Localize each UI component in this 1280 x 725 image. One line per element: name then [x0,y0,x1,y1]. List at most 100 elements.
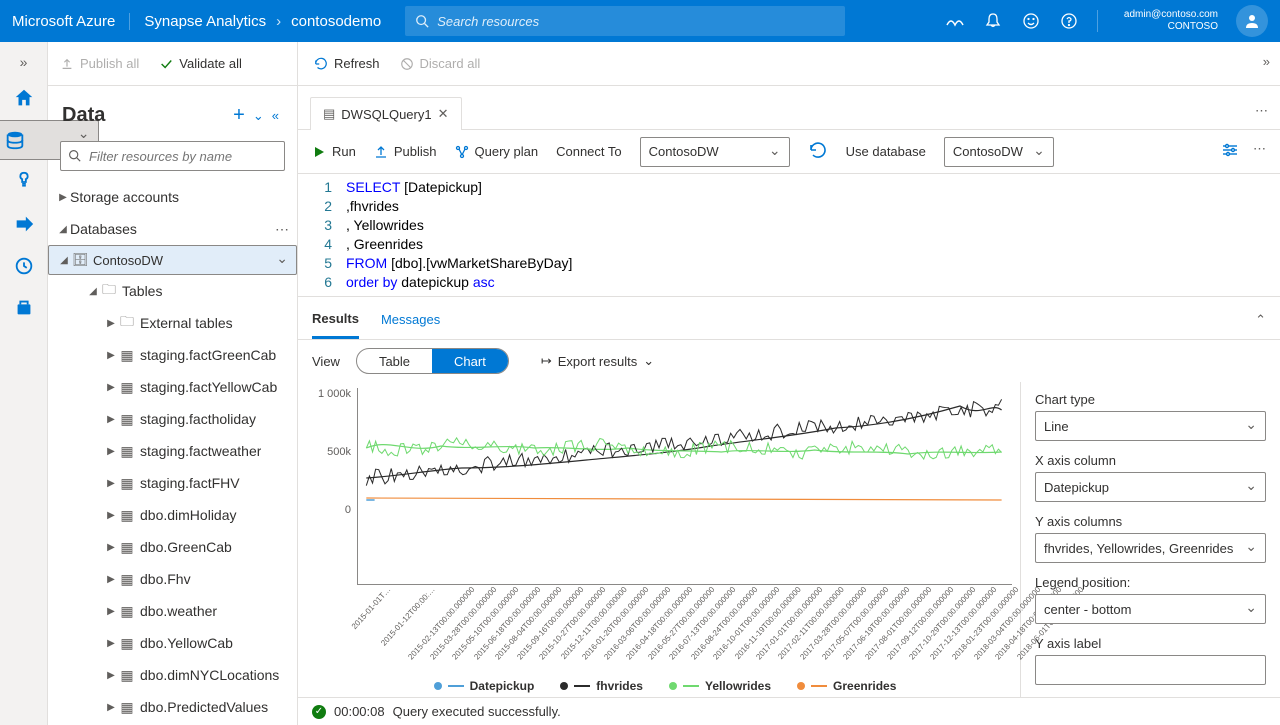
tree-table[interactable]: ▶▦dbo.PredictedValues [48,691,297,723]
query-toolbar: Run Publish Query plan Connect To Contos… [298,130,1280,174]
table-icon: ▦ [118,411,136,428]
close-icon[interactable]: ✕ [438,106,449,122]
y-col-select[interactable]: fhvrides, Yellowrides, Greenrides [1035,533,1266,563]
tree-table[interactable]: ▶▦dbo.weather [48,595,297,627]
tree-table[interactable]: ▶▦dbo.YellowCab [48,627,297,659]
table-icon: ▦ [118,699,136,716]
legend-pos-select[interactable]: center - bottom [1035,594,1266,624]
results-body: 1 000k 500k 0 2015-01-01T…2015-01-12T00:… [298,382,1280,697]
publish-all-button[interactable]: Publish all [60,56,139,71]
tree-table[interactable]: ▶▦staging.factGreenCab [48,339,297,371]
collapse-results-icon[interactable]: ⌃ [1255,312,1266,328]
tab-results[interactable]: Results [312,301,359,339]
breadcrumb: Synapse Analytics › contosodemo [130,13,395,30]
more-icon[interactable]: ⋯ [275,221,289,238]
nav-develop[interactable] [4,162,44,202]
table-icon: ▦ [118,475,136,492]
help-icon[interactable] [1059,11,1079,31]
collapse-right-icon[interactable]: » [1263,54,1270,69]
discard-all-button[interactable]: Discard all [400,56,481,71]
smile-icon[interactable] [1021,11,1041,31]
sql-icon: ▤ [323,106,335,122]
status-bar: ✓ 00:00:08 Query executed successfully. [298,697,1280,725]
query-plan-button[interactable]: Query plan [455,144,539,159]
connect-to-select[interactable]: ContosoDW [640,137,790,167]
tree-tables[interactable]: ◢🗀Tables [48,275,297,307]
tree-table[interactable]: ▶▦staging.factFHV [48,467,297,499]
table-icon: ▦ [118,539,136,556]
add-icon[interactable]: + [229,100,249,131]
tree-table[interactable]: ▶▦dbo.Fhv [48,563,297,595]
avatar[interactable] [1236,5,1268,37]
table-icon: ▦ [118,507,136,524]
y-axis-label-input[interactable] [1035,655,1266,685]
caret-right-icon: ▶ [104,510,118,521]
search-input[interactable] [405,6,845,36]
table-icon: ▦ [118,571,136,588]
status-message: Query executed successfully. [393,704,561,719]
connect-to-label: Connect To [556,144,622,159]
breadcrumb-item[interactable]: Synapse Analytics [144,13,266,30]
breadcrumb-item[interactable]: contosodemo [291,13,381,30]
nav-monitor[interactable] [4,246,44,286]
more-icon[interactable]: ⋯ [1253,141,1266,162]
use-db-select[interactable]: ContosoDW [944,137,1054,167]
status-time: 00:00:08 [334,704,385,719]
tree-ext[interactable]: ▶🗀External tables [48,307,297,339]
chart-plot[interactable] [357,388,1012,585]
tab-messages[interactable]: Messages [381,302,440,337]
sidebar: Publish all Validate all Data + ⌄ « ▶Sto… [48,42,298,725]
query-settings: ⋯ [1221,141,1266,162]
results-pane: Results Messages ⌃ View Table Chart ↦ Ex… [298,300,1280,725]
x-col-label: X axis column [1035,453,1266,468]
user-info[interactable]: admin@contoso.com CONTOSO [1124,9,1218,33]
bell-icon[interactable] [983,11,1003,31]
caret-right-icon: ▶ [104,542,118,553]
tree-table[interactable]: ▶▦dbo.GreenCab [48,531,297,563]
search-icon [415,14,429,31]
tree-table[interactable]: ▶▦dbo.dimNYCLocations [48,659,297,691]
tree-databases[interactable]: ◢Databases⋯ [48,213,297,245]
tree-table[interactable]: ▶▦staging.factweather [48,435,297,467]
run-button[interactable]: Run [312,144,356,159]
brand[interactable]: Microsoft Azure [12,13,130,30]
x-axis: 2015-01-01T…2015-01-12T00:00:…2015-02-13… [318,585,1012,675]
tree: ▶Storage accounts ◢Databases⋯ ◢🗄ContosoD… [48,181,297,725]
filter-input[interactable] [60,141,285,171]
nav-home[interactable] [4,78,44,118]
validate-all-button[interactable]: Validate all [159,56,242,71]
top-toolbar-right: Refresh Discard all [298,42,1280,86]
tab-more-icon[interactable]: ⋯ [1255,103,1268,129]
use-db-label: Use database [846,144,926,159]
refresh-connection-icon[interactable] [808,140,828,163]
x-col-select[interactable]: Datepickup [1035,472,1266,502]
view-toggle: Table Chart [356,348,509,374]
caret-right-icon: ▶ [104,318,118,329]
signal-icon[interactable] [945,11,965,31]
nav-manage[interactable] [4,288,44,328]
tree-table[interactable]: ▶▦dbo.dimHoliday [48,499,297,531]
tab-label: DWSQLQuery1 [341,107,431,122]
tree-db[interactable]: ◢🗄ContosoDW [48,245,297,275]
nav-orchestrate[interactable] [4,204,44,244]
query-tab[interactable]: ▤ DWSQLQuery1 ✕ [310,97,462,130]
sql-editor[interactable]: 1SELECT [Datepickup]2,fhvrides3, Yellowr… [298,174,1280,296]
export-button[interactable]: ↦ Export results ⌄ [541,353,654,369]
tree-table[interactable]: ▶▦staging.factYellowCab [48,371,297,403]
tree-table[interactable]: ▶▦staging.factholiday [48,403,297,435]
expand-rail-icon[interactable]: » [14,48,34,76]
toggle-table[interactable]: Table [357,349,432,373]
collapse-pane-icon[interactable]: « [268,104,283,127]
table-icon: ▦ [118,635,136,652]
toggle-chart[interactable]: Chart [432,349,508,373]
chart-type-select[interactable]: Line [1035,411,1266,441]
publish-button[interactable]: Publish [374,144,437,159]
settings-icon[interactable] [1221,141,1239,162]
tree-storage[interactable]: ▶Storage accounts [48,181,297,213]
refresh-button[interactable]: Refresh [314,56,380,71]
table-icon: ▦ [118,667,136,684]
top-toolbar: Publish all Validate all [48,42,297,86]
caret-right-icon: ▶ [104,702,118,713]
caret-down-icon: ◢ [56,224,70,235]
collapse-all-icon[interactable]: ⌄ [249,104,268,128]
